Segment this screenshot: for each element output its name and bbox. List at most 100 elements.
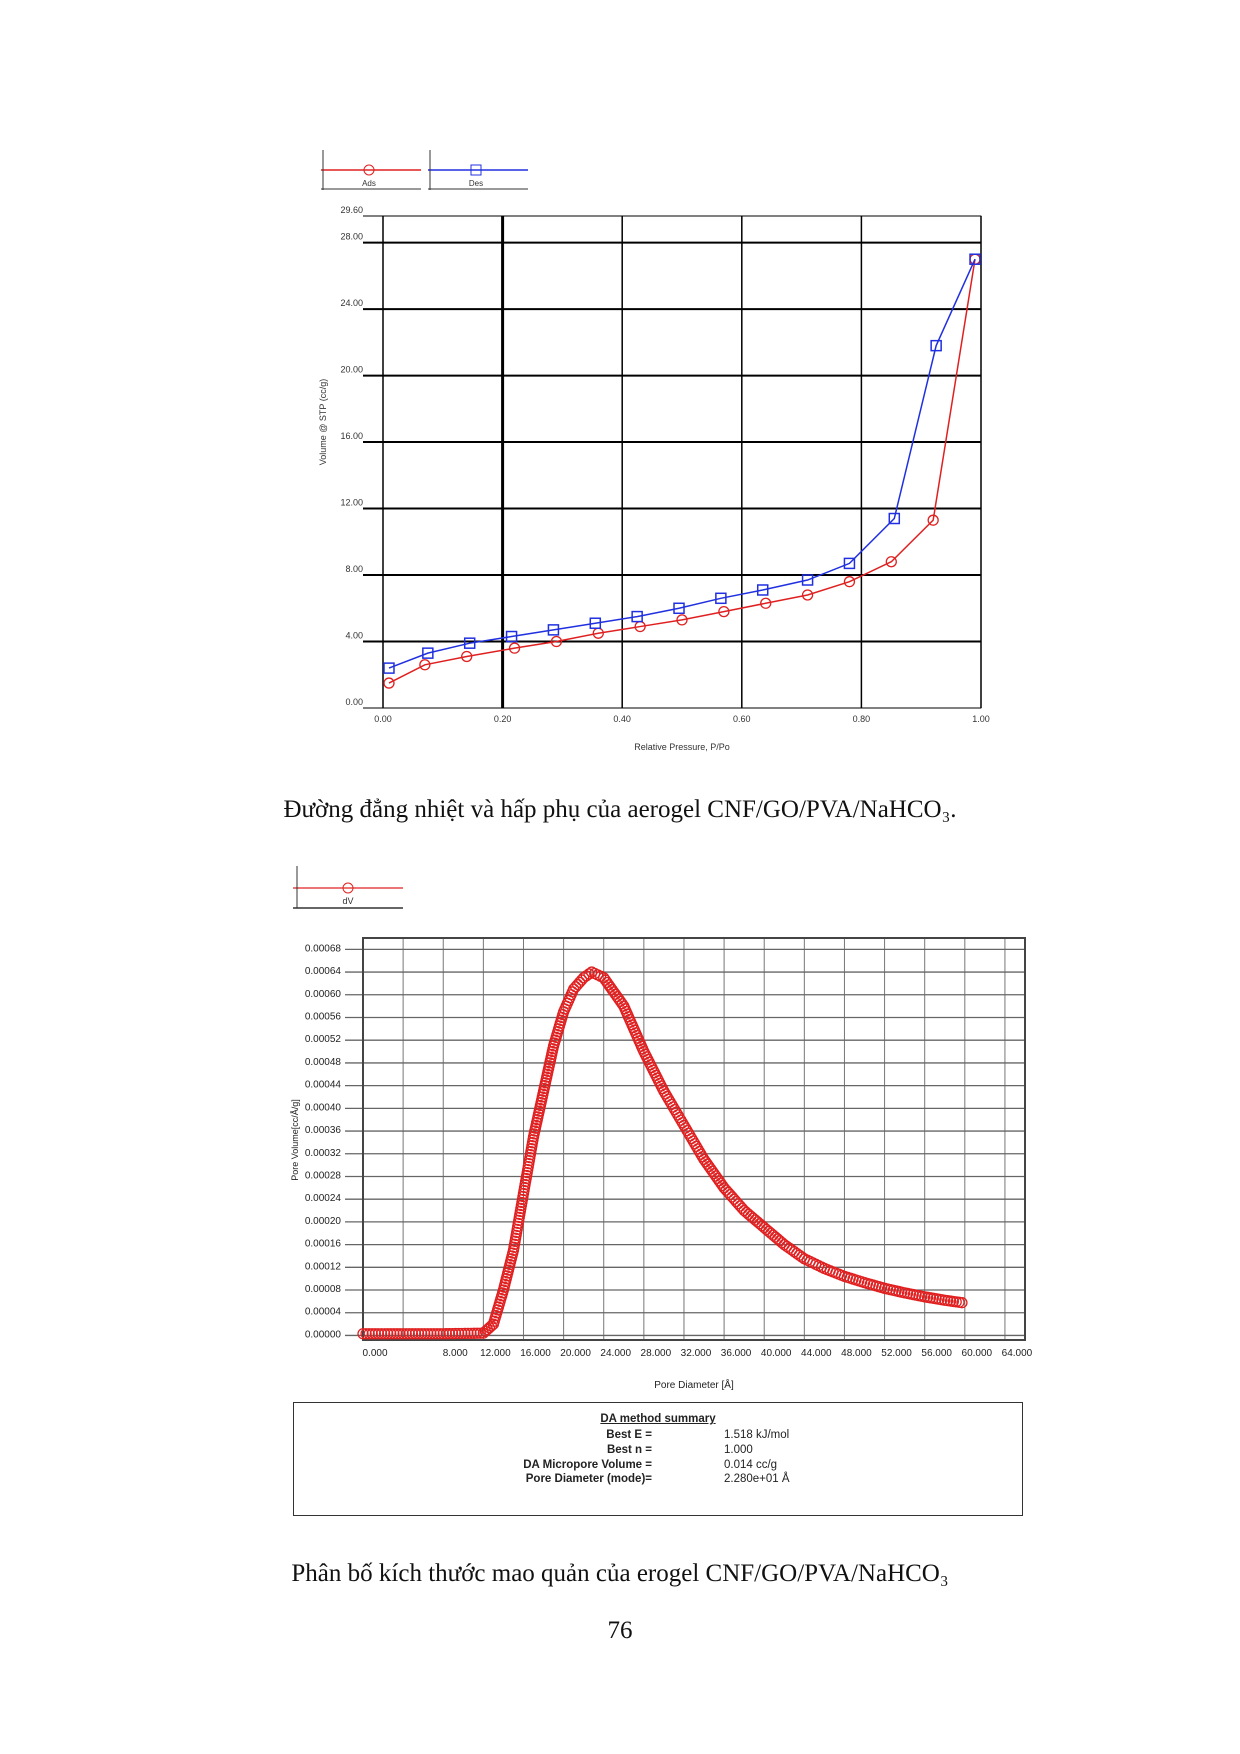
y-tick-label: 16.00: [340, 431, 363, 441]
data-point: [456, 1327, 468, 1340]
x-tick-label: 8.000: [443, 1348, 468, 1359]
x-tick-label: 52.000: [881, 1348, 912, 1359]
data-point: [547, 624, 560, 636]
x-tick-label: 56.000: [921, 1348, 952, 1359]
y-tick-label: 0.00064: [305, 966, 342, 977]
data-point: [453, 1327, 465, 1340]
data-point: [465, 1327, 477, 1340]
y-tick-label: 0.00036: [305, 1125, 342, 1136]
data-point: [428, 1328, 440, 1340]
data-point: [756, 584, 769, 596]
x-tick-label: 64.000: [1002, 1348, 1033, 1359]
summary-value: 1.518 kJ/mol: [724, 1429, 790, 1441]
data-point: [885, 556, 897, 568]
data-point: [403, 1328, 415, 1340]
page-number: 76: [607, 1617, 633, 1644]
summary-value: 0.014 cc/g: [724, 1459, 778, 1471]
data-point: [930, 339, 942, 352]
x-tick-label: 48.000: [841, 1348, 872, 1359]
series-line-ads: [388, 259, 976, 684]
data-point: [372, 1328, 385, 1340]
data-point: [927, 514, 939, 526]
data-point: [388, 1328, 400, 1340]
data-point: [715, 592, 727, 605]
summary-key: Best n =: [606, 1444, 652, 1456]
data-point: [474, 1327, 486, 1339]
data-point: [394, 1328, 406, 1340]
y-tick-label: 4.00: [345, 631, 363, 641]
data-point: [736, 1202, 748, 1214]
data-point: [422, 647, 434, 659]
y-tick-label: 8.00: [345, 564, 363, 574]
y-tick-label: 29.60: [340, 205, 363, 215]
summary-key: DA Micropore Volume =: [523, 1459, 652, 1471]
data-point: [425, 1328, 437, 1340]
y-tick-label: 0.00040: [305, 1102, 342, 1113]
x-axis-label: Relative Pressure, P/Po: [634, 742, 730, 752]
x-tick-label: 0.60: [733, 714, 751, 724]
y-axis-label: Volume @ STP (cc/g): [318, 379, 328, 466]
data-point: [422, 1328, 434, 1340]
x-tick-label: 60.000: [962, 1348, 993, 1359]
summary-key: Best E =: [606, 1429, 652, 1441]
y-tick-label: 0.00004: [305, 1307, 342, 1318]
data-point: [397, 1328, 409, 1340]
y-tick-label: 0.00056: [305, 1011, 342, 1022]
y-tick-label: 0.00032: [305, 1148, 342, 1159]
data-point: [406, 1328, 419, 1340]
y-tick-label: 0.00008: [305, 1284, 342, 1295]
legend-marker: [342, 882, 354, 894]
data-point: [631, 610, 643, 623]
data-point: [360, 1328, 372, 1340]
data-point: [440, 1328, 452, 1340]
legend-label: dV: [342, 896, 353, 906]
y-tick-label: 0.00044: [305, 1080, 342, 1091]
data-point: [369, 1328, 381, 1340]
x-tick-label: 32.000: [681, 1348, 712, 1359]
y-tick-label: 0.00028: [305, 1170, 342, 1181]
y-tick-label: 0.00020: [305, 1216, 342, 1227]
data-point: [446, 1327, 459, 1340]
x-tick-label: 44.000: [801, 1348, 832, 1359]
data-point: [357, 1328, 369, 1340]
y-tick-label: 12.00: [340, 498, 363, 508]
data-point: [443, 1328, 456, 1340]
data-point: [375, 1328, 388, 1340]
data-point: [760, 597, 772, 609]
x-tick-label: 20.000: [560, 1348, 591, 1359]
y-tick-label: 24.00: [340, 298, 363, 308]
data-point: [461, 650, 473, 663]
legend-marker: [470, 164, 482, 176]
data-point: [888, 512, 901, 525]
isotherm-chart: 0.00 0.20 0.40 0.60 0.80 1.00 0.00 4.00 8.00 12.0…: [318, 150, 990, 752]
legend-label: Ads: [362, 179, 376, 188]
data-point: [385, 1328, 397, 1340]
data-point: [463, 637, 476, 649]
data-point: [956, 1297, 968, 1309]
data-point: [969, 253, 981, 265]
data-point: [409, 1328, 422, 1340]
data-point: [676, 614, 688, 626]
x-tick-label: 1.00: [972, 714, 990, 724]
x-tick-label: 0.40: [613, 714, 631, 724]
pore-distribution-chart: 0.000 8.000 12.000 16.000 20.000 24.000 28.000…: [290, 866, 1033, 1391]
x-tick-label: 24.000: [600, 1348, 631, 1359]
data-point: [383, 677, 395, 689]
data-point: [718, 605, 730, 618]
x-tick-label: 12.000: [480, 1348, 511, 1359]
y-tick-label: 0.00024: [305, 1193, 342, 1204]
y-tick-label: 0.00052: [305, 1034, 342, 1045]
x-tick-label: 40.000: [761, 1348, 792, 1359]
data-point: [471, 1327, 483, 1339]
data-point: [400, 1328, 412, 1340]
y-tick-label: 0.00048: [305, 1057, 342, 1068]
data-point: [431, 1328, 443, 1340]
x-tick-label: 0.20: [494, 714, 512, 724]
data-point: [378, 1328, 391, 1340]
data-point: [801, 574, 814, 586]
x-tick-label: 16.000: [520, 1348, 551, 1359]
data-point: [449, 1327, 462, 1340]
data-point: [505, 630, 518, 643]
x-axis-label: Pore Diameter [Å]: [654, 1378, 734, 1391]
